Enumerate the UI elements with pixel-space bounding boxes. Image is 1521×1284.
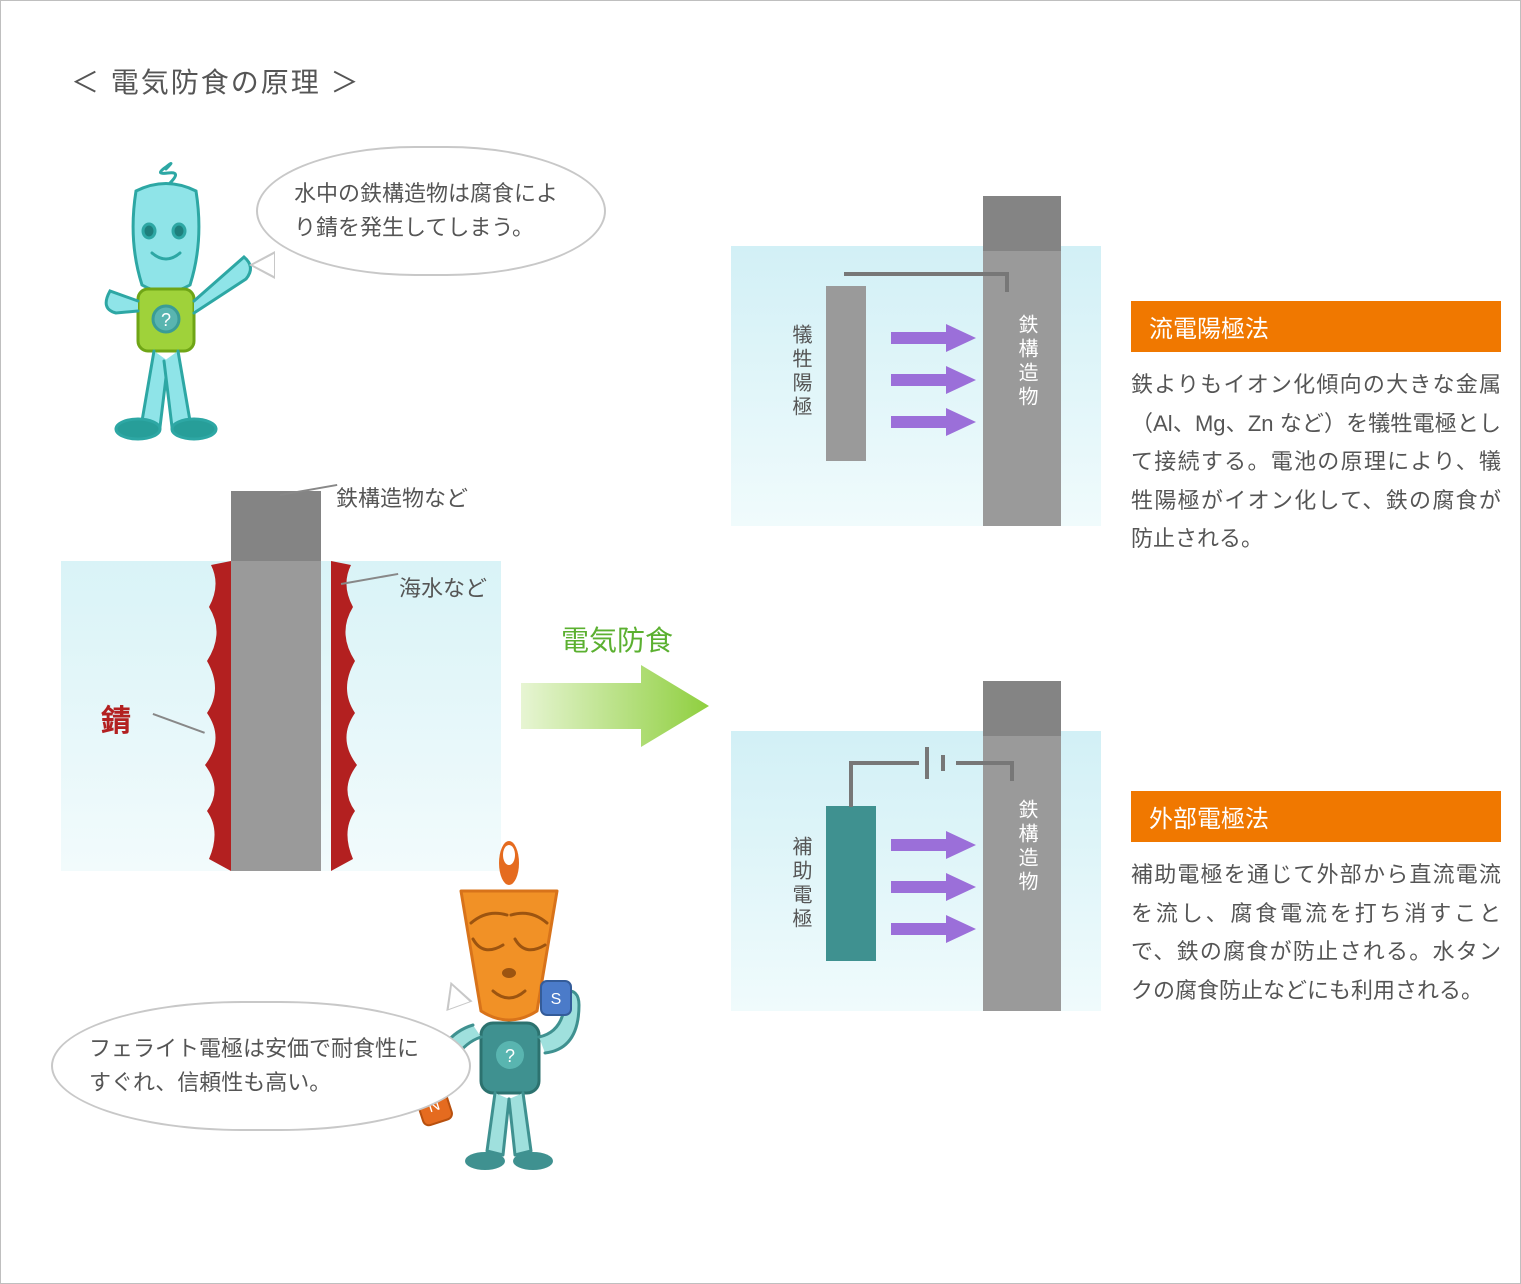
method-impressed-current: 補助電極 鉄構造物 bbox=[731, 731, 1101, 1011]
wire-icon bbox=[844, 272, 1009, 276]
label-iron: 鉄構造物など bbox=[336, 481, 468, 513]
svg-text:?: ? bbox=[161, 310, 171, 330]
speech-bubble-bottom: フェライト電極は安価で耐食性にすぐれ、信頼性も高い。 bbox=[51, 1001, 471, 1131]
label-iron-structure: 鉄構造物 bbox=[1012, 314, 1041, 410]
label-iron-structure: 鉄構造物 bbox=[1012, 799, 1041, 895]
rust-right-icon bbox=[321, 561, 361, 871]
wire-icon bbox=[1010, 761, 1014, 781]
battery-icon bbox=[917, 743, 957, 783]
sacrificial-anode bbox=[826, 286, 866, 461]
iron-pillar-top bbox=[983, 196, 1061, 251]
card-description: 鉄よりもイオン化傾向の大きな金属（Al、Mg、Zn など）を犠牲電極として接続す… bbox=[1131, 352, 1501, 559]
speech-bubble-top: 水中の鉄構造物は腐食により錆を発生してしまう。 bbox=[256, 146, 606, 276]
current-arrows-icon bbox=[891, 831, 991, 961]
card-galvanic: 流電陽極法 鉄よりもイオン化傾向の大きな金属（Al、Mg、Zn など）を犠牲電極… bbox=[1131, 301, 1501, 559]
method-galvanic: 犠牲陽極 鉄構造物 bbox=[731, 246, 1101, 526]
bubble-tail-icon bbox=[249, 251, 275, 279]
big-arrow-icon bbox=[521, 661, 711, 751]
bubble-text: 水中の鉄構造物は腐食により錆を発生してしまう。 bbox=[294, 177, 568, 245]
water-area: 補助電極 鉄構造物 bbox=[731, 731, 1101, 1011]
wire-icon bbox=[849, 761, 919, 765]
card-title: 外部電極法 bbox=[1131, 791, 1501, 842]
wire-icon bbox=[956, 761, 1014, 765]
iron-pillar-top bbox=[231, 491, 321, 561]
bubble-text: フェライト電極は安価で耐食性にすぐれ、信頼性も高い。 bbox=[89, 1032, 433, 1100]
card-impressed: 外部電極法 補助電極を通じて外部から直流電流を流し、腐食電流を打ち消すことで、鉄… bbox=[1131, 791, 1501, 1010]
card-description: 補助電極を通じて外部から直流電流を流し、腐食電流を打ち消すことで、鉄の腐食が防止… bbox=[1131, 842, 1501, 1010]
label-anode: 犠牲陽極 bbox=[786, 324, 815, 420]
label-rust: 錆 bbox=[101, 696, 131, 740]
mascot-blue-icon: ? bbox=[76, 161, 266, 456]
page-title: ＜ 電気防食の原理 ＞ bbox=[71, 61, 361, 101]
diagram-frame: ＜ 電気防食の原理 ＞ ? 水中の鉄構造物は腐食により錆を発生して bbox=[0, 0, 1521, 1284]
wire-icon bbox=[849, 761, 853, 807]
wire-icon bbox=[1005, 272, 1009, 292]
iron-pillar-top bbox=[983, 681, 1061, 736]
svg-text:?: ? bbox=[505, 1046, 515, 1066]
water-area: 犠牲陽極 鉄構造物 bbox=[731, 246, 1101, 526]
auxiliary-electrode bbox=[826, 806, 876, 961]
label-seawater: 海水など bbox=[399, 571, 487, 603]
transition-label: 電気防食 bbox=[561, 619, 673, 659]
svg-text:S: S bbox=[551, 991, 562, 1008]
mascot-orange-icon: ? S N bbox=[401, 841, 621, 1186]
label-aux-electrode: 補助電極 bbox=[786, 836, 815, 932]
current-arrows-icon bbox=[891, 324, 991, 454]
card-title: 流電陽極法 bbox=[1131, 301, 1501, 352]
